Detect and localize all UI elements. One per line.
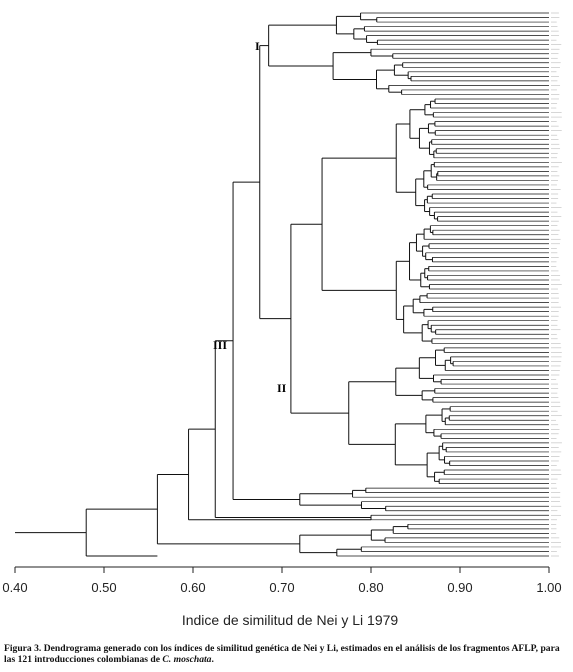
dendrogram-branches: [15, 13, 454, 557]
x-axis-tick-label: 0.80: [358, 580, 383, 595]
x-axis-tick-label: 0.50: [91, 580, 116, 595]
x-axis-tick-label: 0.70: [269, 580, 294, 595]
x-axis-tick-label: 0.60: [180, 580, 205, 595]
caption-text: Figura 3. Dendrograma generado con los í…: [4, 643, 560, 665]
x-axis-tick-label: 0.90: [447, 580, 472, 595]
x-axis-tick-label: 1.00: [536, 580, 561, 595]
x-axis-tick-label: 0.40: [2, 580, 27, 595]
x-axis: 0.40 0.50 0.60 0.70 0.80 0.90 1.00 Indice de s…: [2, 566, 562, 628]
cluster-label-ii: II: [277, 381, 287, 395]
dendrogram: I II III 0.40 0.50 0.60 0.70 0.80 0.90 1.00 In…: [2, 12, 562, 628]
caption-species: C. moschata: [162, 654, 212, 665]
leaf-lines: [336, 12, 549, 557]
leaf-label-marks: [551, 12, 562, 557]
cluster-label-i: I: [255, 39, 260, 53]
cluster-label-iii: III: [213, 338, 227, 352]
caption-end: .: [211, 654, 214, 665]
figure-caption: Figura 3. Dendrograma generado con los í…: [4, 643, 570, 665]
x-axis-title: Indice de similitud de Nei y Li 1979: [182, 612, 399, 628]
